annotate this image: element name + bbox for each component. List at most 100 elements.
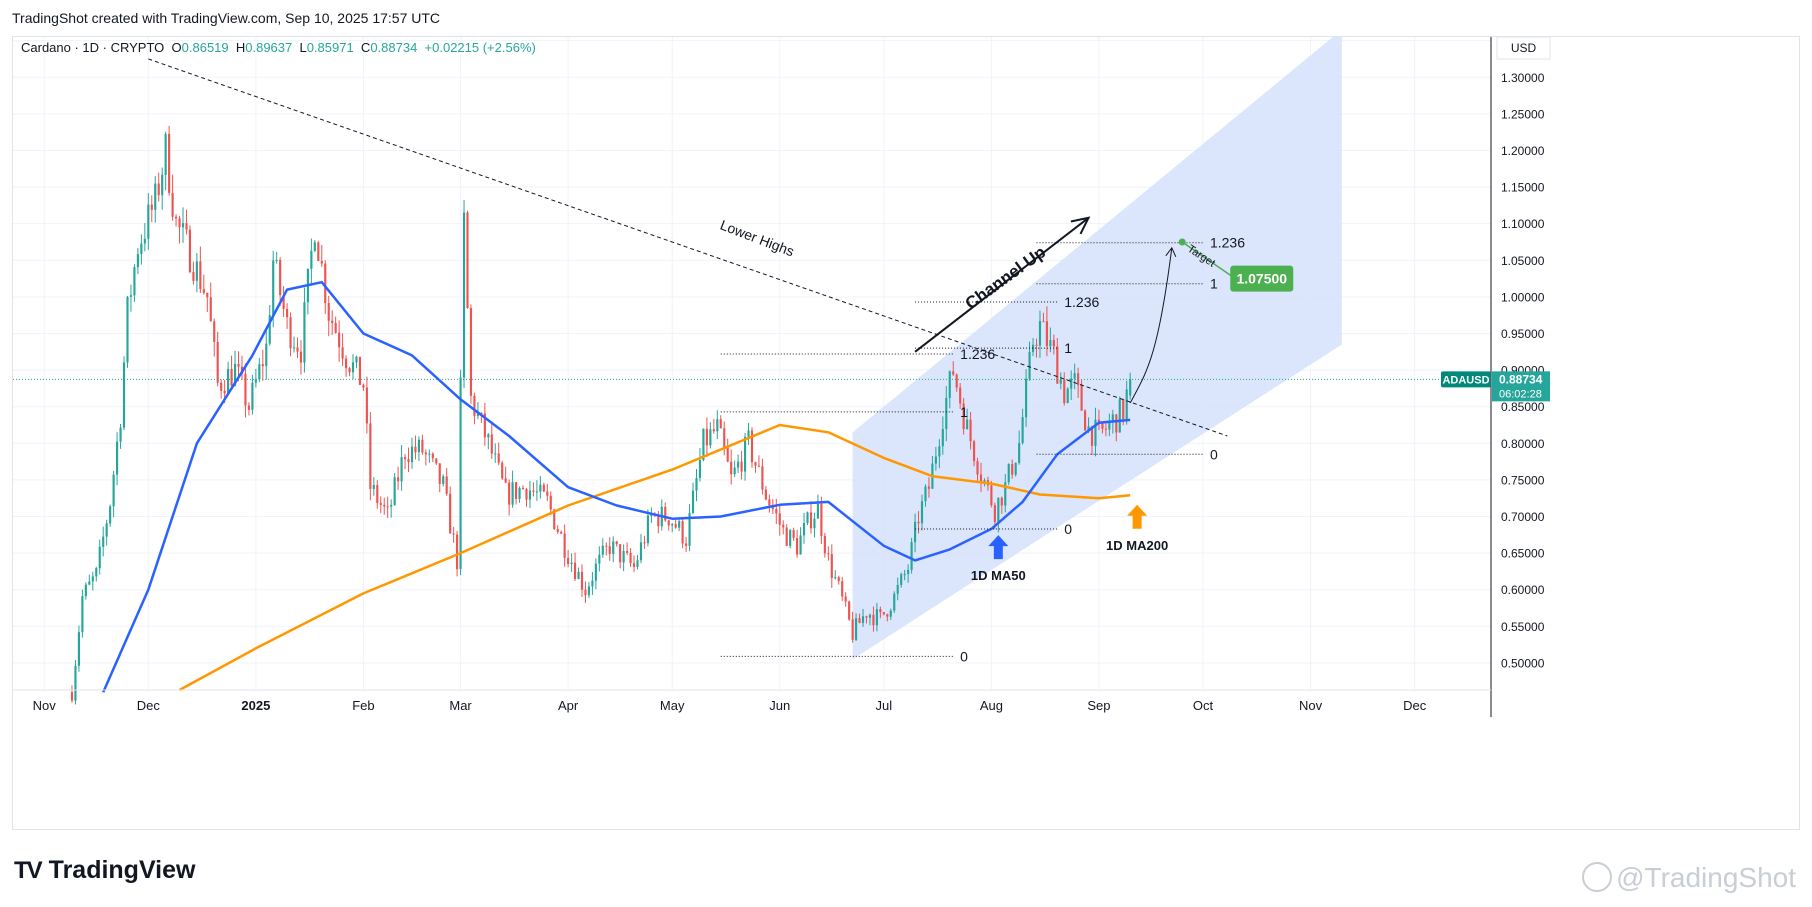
ma50-arrow-icon (988, 535, 1009, 560)
candle-body (816, 503, 819, 519)
candle-body (445, 476, 448, 494)
candle-body (466, 212, 469, 309)
candle-body (431, 453, 434, 459)
candle-body (161, 174, 164, 196)
projection-path (1129, 247, 1173, 404)
candle-body (84, 584, 87, 597)
candle-body (421, 439, 424, 453)
candle-body (400, 457, 403, 482)
candle-body (730, 461, 733, 475)
candle-body (962, 403, 965, 430)
candle-body (591, 580, 594, 587)
price-axis-tick-label: 0.80000 (1501, 437, 1545, 451)
candle-body (560, 531, 563, 534)
candle-body (1021, 417, 1024, 443)
price-chart[interactable]: Lower Highs1.236101.236101.23610Channel … (13, 37, 1799, 829)
candle-body (1045, 321, 1048, 347)
candle-body (358, 356, 362, 385)
candle-body (855, 618, 858, 640)
candle-body (372, 485, 375, 489)
candle-body (188, 229, 192, 272)
fib-retracement: 1.236 1 0 (915, 294, 1100, 537)
chart-frame[interactable]: Lower Highs 1.236 1 0 1.236 1 0 1.236 1 0 Channel … (12, 36, 1800, 830)
candle-body (764, 489, 767, 500)
time-axis-tick-label: Nov (33, 698, 57, 713)
candle-body (171, 192, 174, 217)
candle-body (476, 412, 479, 416)
candle-body (896, 584, 899, 594)
candle-body (227, 368, 230, 394)
candle-body (1035, 344, 1038, 346)
candle-body (861, 616, 865, 624)
candle-body (879, 609, 882, 612)
price-axis-tick-label: 0.50000 (1501, 656, 1545, 670)
candle-body (716, 419, 719, 432)
candle-body (535, 491, 538, 493)
currency-button[interactable] (1496, 37, 1551, 60)
candle-body (223, 390, 226, 394)
candle-body (129, 295, 133, 297)
tradingview-logo[interactable]: TV TradingView (14, 856, 195, 885)
candle-body (289, 317, 292, 349)
candle-body (286, 308, 289, 318)
candle-body (1011, 464, 1014, 475)
candle-body (792, 530, 795, 539)
candle-body (338, 332, 341, 348)
candle-body (705, 428, 708, 446)
candle-body (244, 373, 247, 406)
candle-body (1063, 379, 1066, 404)
candle-body (327, 303, 330, 321)
candle-body (563, 533, 566, 558)
candle-body (1066, 388, 1069, 404)
candle-body (580, 571, 584, 590)
candle-body (813, 518, 816, 529)
candle-body (452, 533, 455, 535)
candle-body (279, 259, 282, 296)
candle-body (143, 238, 146, 244)
candle-body (587, 586, 591, 596)
candle-body (785, 527, 788, 546)
candle-body (501, 462, 504, 479)
candle-body (133, 267, 136, 296)
candle-body (549, 495, 552, 510)
candle-body (882, 611, 885, 615)
candle-body (147, 204, 150, 239)
target-value-badge (1230, 265, 1294, 292)
fib-level-label: 1 (1210, 276, 1218, 292)
price-axis-tick-label: 1.20000 (1501, 144, 1545, 158)
candle-body (900, 574, 903, 585)
candle-body (702, 428, 705, 461)
price-axis-tick-label: 1.05000 (1501, 254, 1545, 268)
candle-body (91, 576, 94, 582)
channel-up-arrow (914, 217, 1090, 353)
currency-button-label: USD (1511, 41, 1537, 55)
legend-high-value: 0.89637 (245, 40, 299, 55)
candle-body (830, 554, 833, 579)
candle-body (723, 428, 726, 448)
candle-body (119, 427, 122, 442)
candle-body (209, 297, 212, 322)
ma200-arrow-icon (1127, 504, 1148, 529)
candle-body (920, 501, 924, 524)
time-axis-tick-label: Jun (769, 698, 790, 713)
candle-body (122, 362, 126, 428)
candle-body (858, 618, 861, 624)
candle-body (636, 560, 639, 567)
candle-body (1028, 351, 1031, 379)
fib-retracement: 1.236 1 0 (1036, 235, 1245, 462)
candle-body (782, 524, 785, 528)
candle-body (737, 461, 740, 468)
fib-level-label: 0 (1210, 446, 1218, 462)
candle-body (969, 419, 972, 442)
candle-body (834, 577, 837, 579)
candle-body (695, 477, 698, 491)
candle-body (213, 321, 216, 342)
candle-body (1059, 379, 1062, 384)
candle-body (362, 384, 365, 388)
candle-body (331, 320, 334, 324)
candle-body (938, 446, 941, 457)
candle-body (303, 302, 306, 363)
candle-body (313, 242, 316, 251)
candle-body (435, 458, 438, 464)
legend-close-label: C (361, 40, 370, 55)
